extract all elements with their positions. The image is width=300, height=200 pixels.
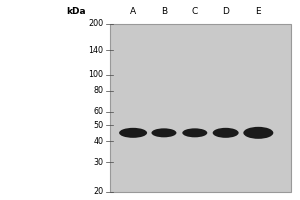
Text: 50: 50 xyxy=(93,121,103,130)
Text: B: B xyxy=(161,7,167,16)
Ellipse shape xyxy=(182,128,207,137)
Text: 30: 30 xyxy=(94,158,103,167)
Text: A: A xyxy=(130,7,136,16)
Text: 60: 60 xyxy=(94,107,103,116)
Ellipse shape xyxy=(119,128,147,138)
Ellipse shape xyxy=(243,127,273,139)
Text: E: E xyxy=(256,7,261,16)
Text: 20: 20 xyxy=(93,188,103,196)
Text: 200: 200 xyxy=(88,20,104,28)
Text: 100: 100 xyxy=(88,70,104,79)
Text: 140: 140 xyxy=(88,46,104,55)
Ellipse shape xyxy=(152,128,176,137)
Ellipse shape xyxy=(213,128,239,138)
Text: D: D xyxy=(222,7,229,16)
Text: C: C xyxy=(192,7,198,16)
FancyBboxPatch shape xyxy=(110,24,291,192)
Text: 40: 40 xyxy=(94,137,103,146)
Text: 80: 80 xyxy=(94,86,103,95)
Text: kDa: kDa xyxy=(67,7,86,16)
